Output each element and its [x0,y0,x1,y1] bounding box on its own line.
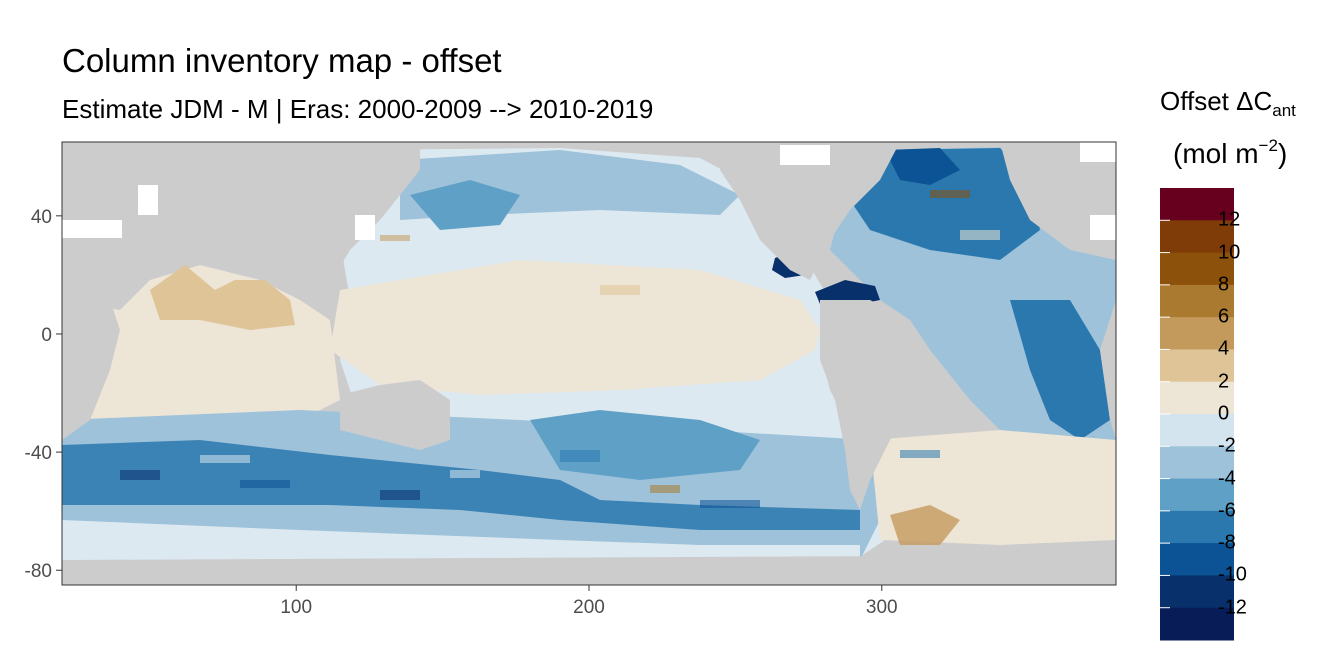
weddell-sea [890,505,960,545]
x-axis: 100 200 300 [280,585,898,618]
legend-swatch [1160,575,1234,609]
x-tick-label: 300 [866,597,898,618]
legend-unit: (mol m−2) [1173,136,1288,169]
legend-colorbar [1160,188,1234,641]
southern-ocean-band [62,440,860,530]
texture-speckles [120,190,1000,508]
legend-swatch [1160,284,1234,318]
legend-label: 4 [1218,337,1230,360]
legend-swatch [1160,510,1234,544]
y-axis: 40 0 -40 -80 [25,207,62,582]
legend-swatch [1160,414,1234,447]
equatorial-pacific [330,260,820,395]
y-tick-label: -80 [25,561,52,582]
y-tick-label: 40 [31,207,52,228]
ocean-field [62,142,1116,585]
greenland-europe [1000,142,1116,260]
y-tick-label: -40 [25,443,52,464]
legend-label: -6 [1218,499,1236,522]
legend-label: -4 [1218,467,1236,490]
legend-swatch [1160,349,1234,383]
y-tick-label: 0 [41,325,52,346]
legend-title: Offset ΔCant [1160,86,1296,120]
legend-swatch [1160,317,1234,350]
legend-label: 2 [1218,370,1230,393]
south-pacific-gyre [530,410,760,480]
legend-swatch [1160,188,1234,221]
x-tick-label: 200 [573,597,605,618]
legend-swatch [1160,607,1234,641]
legend-swatch [1160,252,1234,286]
indian-ocean-north [150,265,295,330]
legend-swatch [1160,478,1234,512]
x-tick-label: 100 [280,597,312,618]
legend-label: -10 [1218,563,1247,586]
continents [62,142,1116,585]
legend-swatch [1160,381,1234,415]
ice-patches [62,142,1116,240]
antarctica [62,555,1116,585]
legend-label: -8 [1218,531,1236,554]
south-america [820,300,930,510]
labrador-sea [885,148,960,185]
legend-label: -12 [1218,596,1247,619]
chart-title: Column inventory map - offset [62,42,502,79]
legend-label: -2 [1218,434,1236,457]
legend-label: 0 [1218,402,1230,425]
africa [62,142,150,440]
north-pacific-west [410,180,520,230]
chart-subtitle: Estimate JDM - M | Eras: 2000-2009 --> 2… [62,94,654,124]
legend-label: 12 [1218,208,1241,231]
africa-east-edge [1100,300,1116,440]
eurasia [120,142,420,300]
legend-swatch [1160,220,1234,254]
legend-swatch [1160,543,1234,576]
legend-label: 8 [1218,273,1230,296]
legend-label: 10 [1218,241,1241,264]
legend-label: 6 [1218,305,1230,328]
south-atlantic-east [1010,300,1110,440]
north-america [720,142,900,280]
legend-swatch [1160,446,1234,480]
australia [340,380,450,450]
north-atlantic-caribbean-2 [815,280,880,306]
